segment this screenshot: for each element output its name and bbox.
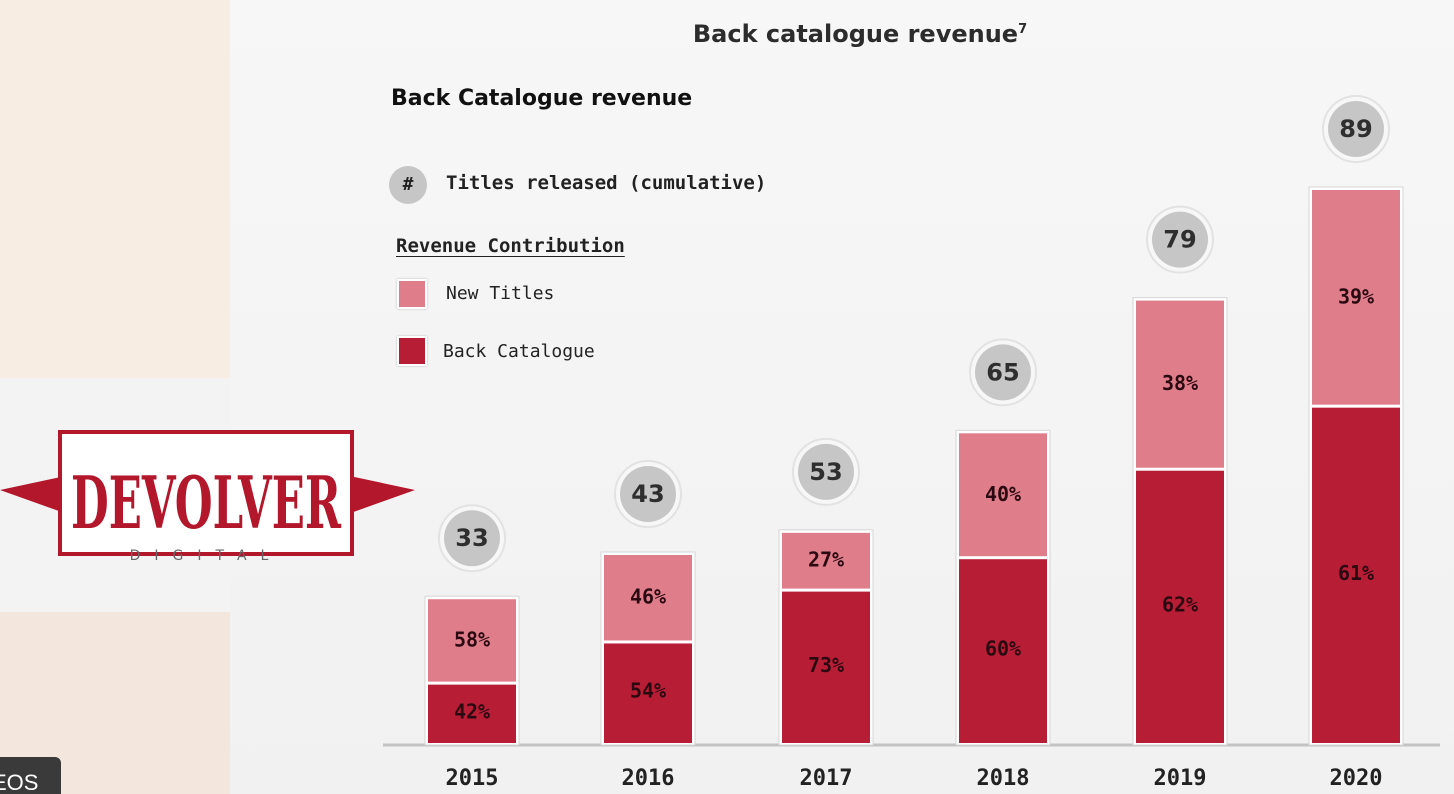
x-tick-label: 2015 [446,766,499,791]
bar-back-catalogue [1136,470,1224,743]
x-tick-label: 2018 [977,766,1030,791]
bar-new-titles [1136,300,1224,468]
data-label-back-catalogue: 42% [454,699,490,723]
titles-bubble [975,344,1031,401]
titles-bubble [798,443,854,500]
bar-new-titles [1312,190,1400,405]
titles-bubble [444,510,500,567]
bar-back-catalogue [959,559,1047,743]
titles-released-value: 65 [986,358,1019,386]
titles-bubble [1328,101,1384,157]
data-label-new-titles: 46% [630,585,666,609]
bar-back-catalogue [782,591,870,743]
data-label-new-titles: 27% [808,548,844,572]
titles-released-badge: # [389,166,427,204]
x-tick-label: 2019 [1154,766,1207,791]
titles-released-value: 33 [455,524,488,552]
x-tick-label: 2020 [1330,766,1383,791]
bar-back-catalogue [428,684,516,743]
data-label-new-titles: 58% [454,627,490,651]
legend-label-back-catalogue: Back Catalogue [443,341,595,362]
slide-title: Back catalogue revenue7 [692,20,1028,48]
titles-released-value: 89 [1339,115,1372,143]
data-label-new-titles: 39% [1338,284,1374,308]
bar-new-titles [428,599,516,682]
bar-new-titles [782,532,870,589]
bar-new-titles [959,433,1047,557]
titles-released-value: 79 [1163,226,1196,254]
titles-released-value: 43 [631,480,664,508]
titles-bubble [1152,211,1208,268]
revenue-contribution-heading: Revenue Contribution [396,235,625,257]
devolver-logo: DEVOLVER DIGITAL [0,420,415,570]
legend-swatch-back-catalogue [397,336,427,366]
data-label-back-catalogue: 61% [1338,561,1374,585]
x-tick-label: 2017 [800,766,853,791]
svg-text:DIGITAL: DIGITAL [130,548,283,564]
bar-back-catalogue [604,643,692,743]
left-panel-top [0,0,230,378]
data-label-back-catalogue: 54% [630,679,666,703]
video-watermark: EOS [0,757,61,794]
bar-back-catalogue [1312,407,1400,743]
chart-title: Back Catalogue revenue [391,86,693,111]
svg-text:DEVOLVER: DEVOLVER [71,460,342,545]
titles-released-label: Titles released (cumulative) [446,172,767,194]
legend-label-new-titles: New Titles [446,283,555,304]
titles-bubble [620,465,676,522]
data-label-new-titles: 38% [1162,371,1198,395]
titles-released-value: 53 [809,458,842,486]
bar-new-titles [604,554,692,641]
data-label-new-titles: 40% [985,482,1021,506]
data-label-back-catalogue: 73% [808,653,844,677]
data-label-back-catalogue: 62% [1162,592,1198,616]
legend-swatch-new-titles [397,279,427,309]
x-tick-label: 2016 [622,766,675,791]
data-label-back-catalogue: 60% [985,637,1021,661]
